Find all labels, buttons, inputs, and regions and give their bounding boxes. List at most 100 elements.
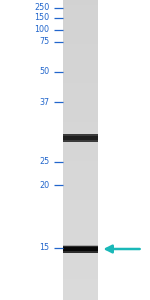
Bar <box>63 262 98 264</box>
Bar <box>63 16 98 18</box>
Bar <box>63 145 98 147</box>
Bar <box>63 66 98 68</box>
Bar <box>63 271 98 273</box>
Bar <box>63 153 98 154</box>
Bar <box>63 255 98 256</box>
Bar <box>63 178 98 180</box>
Bar <box>63 289 98 291</box>
Bar <box>63 231 98 233</box>
Bar <box>63 234 98 236</box>
Bar <box>63 256 98 258</box>
Bar <box>63 198 98 200</box>
Bar <box>63 127 98 129</box>
Text: 20: 20 <box>39 181 50 190</box>
Bar <box>63 258 98 260</box>
Bar <box>63 229 98 231</box>
Bar <box>63 180 98 182</box>
Bar <box>63 291 98 292</box>
Bar <box>63 251 98 253</box>
Bar <box>63 282 98 284</box>
Bar <box>63 148 98 150</box>
Bar <box>63 297 98 298</box>
Bar <box>63 94 98 96</box>
Bar <box>63 33 98 35</box>
Bar <box>63 244 98 246</box>
Bar <box>63 90 98 92</box>
Bar <box>63 157 98 159</box>
Bar <box>63 181 98 183</box>
Bar <box>63 138 98 140</box>
Bar <box>63 204 98 206</box>
Bar <box>63 129 98 130</box>
Bar <box>63 51 98 52</box>
Bar <box>63 166 98 168</box>
Bar <box>63 118 98 120</box>
Bar <box>63 91 98 93</box>
Bar <box>63 81 98 82</box>
Bar <box>63 132 98 134</box>
Bar <box>63 82 98 84</box>
Bar <box>63 133 98 135</box>
Bar <box>63 177 98 178</box>
Bar <box>63 103 98 105</box>
Bar <box>63 214 98 216</box>
Bar <box>63 57 98 59</box>
Bar <box>63 175 98 177</box>
Bar <box>63 97 98 99</box>
Bar <box>63 142 98 144</box>
Bar <box>63 280 98 282</box>
Bar <box>63 249 98 250</box>
Bar <box>63 225 98 226</box>
Bar <box>63 46 98 48</box>
Bar <box>63 123 98 124</box>
Bar <box>63 283 98 285</box>
Bar <box>63 208 98 210</box>
Bar <box>63 205 98 207</box>
Bar <box>63 58 98 60</box>
Bar <box>63 243 98 244</box>
Bar <box>63 187 98 189</box>
Text: 250: 250 <box>34 4 50 13</box>
Bar <box>63 193 98 195</box>
Bar <box>63 96 98 98</box>
Bar <box>63 52 98 54</box>
Bar <box>63 223 98 225</box>
Bar <box>63 28 98 30</box>
Bar <box>63 12 98 13</box>
Bar <box>63 121 98 123</box>
Bar <box>63 298 98 300</box>
Bar <box>63 49 98 51</box>
Bar <box>63 276 98 278</box>
Bar <box>63 115 98 117</box>
Bar <box>63 42 98 43</box>
Bar <box>63 55 98 57</box>
Text: 100: 100 <box>34 26 50 34</box>
Bar <box>63 76 98 78</box>
Bar <box>63 15 98 16</box>
Bar <box>63 105 98 106</box>
Bar <box>63 102 98 103</box>
Bar <box>63 160 98 162</box>
Bar <box>63 240 98 242</box>
Bar <box>63 120 98 122</box>
Bar <box>63 10 98 12</box>
Bar <box>63 210 98 212</box>
Bar <box>63 25 98 27</box>
Bar <box>63 288 98 290</box>
Bar <box>63 109 98 111</box>
Bar <box>63 189 98 190</box>
Bar <box>63 217 98 219</box>
Text: 37: 37 <box>39 98 50 106</box>
Bar <box>63 184 98 186</box>
Bar <box>63 285 98 286</box>
Text: 50: 50 <box>39 68 50 76</box>
Bar <box>63 268 98 270</box>
Bar <box>63 199 98 201</box>
Bar <box>63 4 98 6</box>
Bar <box>63 130 98 132</box>
Bar <box>63 279 98 280</box>
Bar <box>63 7 98 9</box>
Bar <box>63 147 98 148</box>
Bar <box>63 43 98 45</box>
Bar <box>63 63 98 64</box>
